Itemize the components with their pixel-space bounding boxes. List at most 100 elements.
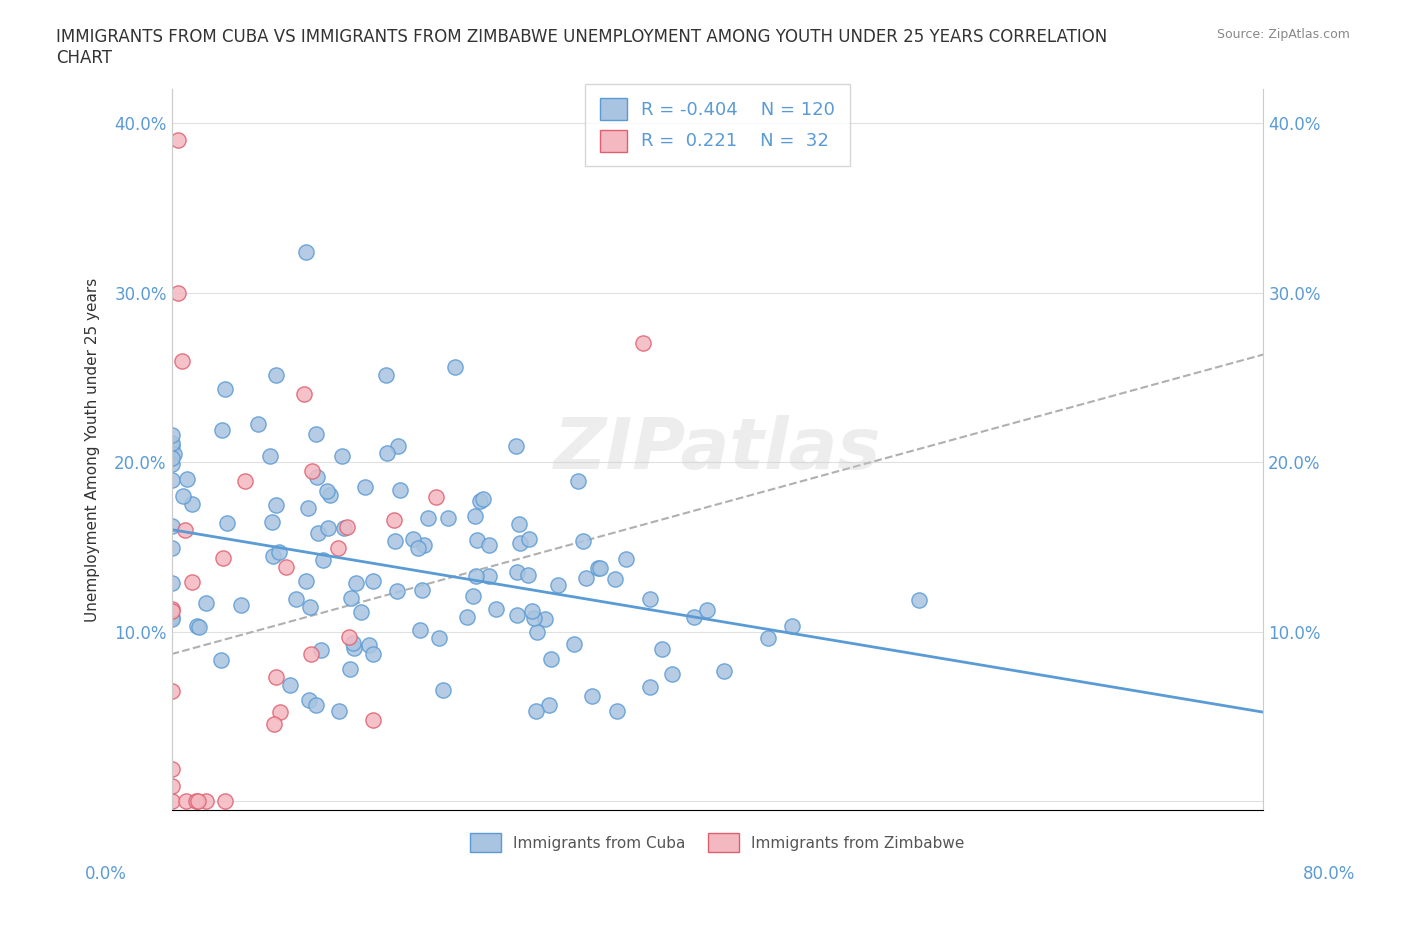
Point: [408, 623, 430, 638]
Point: [212, 551, 235, 565]
Point: [214, 793, 236, 808]
Point: [160, 540, 183, 555]
Point: [160, 428, 183, 443]
Point: [508, 516, 530, 531]
Point: [264, 498, 287, 513]
Point: [160, 762, 183, 777]
Text: IMMIGRANTS FROM CUBA VS IMMIGRANTS FROM ZIMBABWE UNEMPLOYMENT AMONG YOUTH UNDER : IMMIGRANTS FROM CUBA VS IMMIGRANTS FROM …: [56, 28, 1108, 67]
Point: [581, 689, 603, 704]
Point: [713, 664, 735, 679]
Point: [432, 683, 454, 698]
Point: [526, 625, 548, 640]
Point: [160, 439, 183, 454]
Point: [361, 646, 384, 661]
Point: [418, 511, 440, 525]
Point: [478, 568, 501, 583]
Point: [696, 603, 718, 618]
Point: [339, 662, 361, 677]
Point: [456, 609, 478, 624]
Point: [575, 571, 598, 586]
Point: [758, 631, 780, 645]
Point: [229, 598, 252, 613]
Point: [382, 513, 405, 528]
Point: [534, 611, 557, 626]
Point: [195, 596, 218, 611]
Point: [505, 438, 527, 453]
Point: [359, 637, 381, 652]
Point: [461, 589, 484, 604]
Point: [436, 511, 458, 525]
Text: 80.0%: 80.0%: [1302, 865, 1355, 883]
Point: [160, 602, 183, 617]
Point: [413, 538, 436, 552]
Point: [336, 520, 359, 535]
Point: [342, 636, 364, 651]
Text: Source: ZipAtlas.com: Source: ZipAtlas.com: [1216, 28, 1350, 41]
Point: [298, 693, 321, 708]
Point: [297, 500, 319, 515]
Point: [363, 713, 385, 728]
Point: [187, 793, 209, 808]
Point: [638, 680, 661, 695]
Point: [588, 560, 610, 575]
Point: [411, 583, 433, 598]
Point: [160, 472, 183, 487]
Point: [562, 637, 585, 652]
Point: [520, 604, 543, 618]
Point: [211, 423, 233, 438]
Point: [340, 591, 363, 605]
Point: [214, 381, 236, 396]
Point: [343, 641, 366, 656]
Point: [427, 631, 450, 645]
Point: [309, 643, 332, 658]
Point: [176, 472, 198, 486]
Point: [571, 533, 593, 548]
Point: [330, 448, 353, 463]
Point: [298, 600, 321, 615]
Point: [259, 449, 281, 464]
Point: [506, 607, 529, 622]
Point: [506, 565, 529, 579]
Point: [651, 642, 673, 657]
Point: [465, 533, 488, 548]
Point: [172, 489, 194, 504]
Point: [485, 601, 508, 616]
Point: [464, 508, 486, 523]
Point: [444, 360, 467, 375]
Point: [307, 470, 329, 485]
Point: [375, 367, 398, 382]
Point: [375, 445, 398, 460]
Point: [160, 604, 183, 618]
Point: [354, 479, 377, 494]
Point: [160, 684, 183, 698]
Point: [316, 521, 339, 536]
Point: [278, 677, 301, 692]
Point: [160, 450, 183, 465]
Point: [195, 793, 218, 808]
Point: [160, 611, 183, 626]
Point: [262, 514, 284, 529]
Point: [603, 571, 626, 586]
Point: [350, 604, 373, 619]
Point: [328, 704, 350, 719]
Point: [586, 561, 609, 576]
Point: [478, 538, 501, 552]
Point: [384, 534, 406, 549]
Point: [328, 540, 350, 555]
Point: [638, 591, 661, 606]
Point: [160, 610, 183, 625]
Point: [517, 532, 540, 547]
Point: [606, 703, 628, 718]
Point: [631, 336, 654, 351]
Point: [292, 387, 315, 402]
Point: [522, 610, 544, 625]
Point: [312, 552, 335, 567]
Point: [160, 457, 183, 472]
Point: [209, 653, 232, 668]
Point: [540, 652, 562, 667]
Point: [301, 463, 323, 478]
Point: [160, 778, 183, 793]
Point: [509, 536, 531, 551]
Y-axis label: Unemployment Among Youth under 25 years: Unemployment Among Youth under 25 years: [86, 277, 100, 621]
Point: [215, 515, 238, 530]
